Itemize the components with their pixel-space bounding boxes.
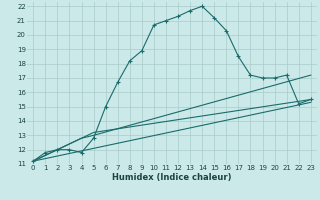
- X-axis label: Humidex (Indice chaleur): Humidex (Indice chaleur): [112, 173, 232, 182]
